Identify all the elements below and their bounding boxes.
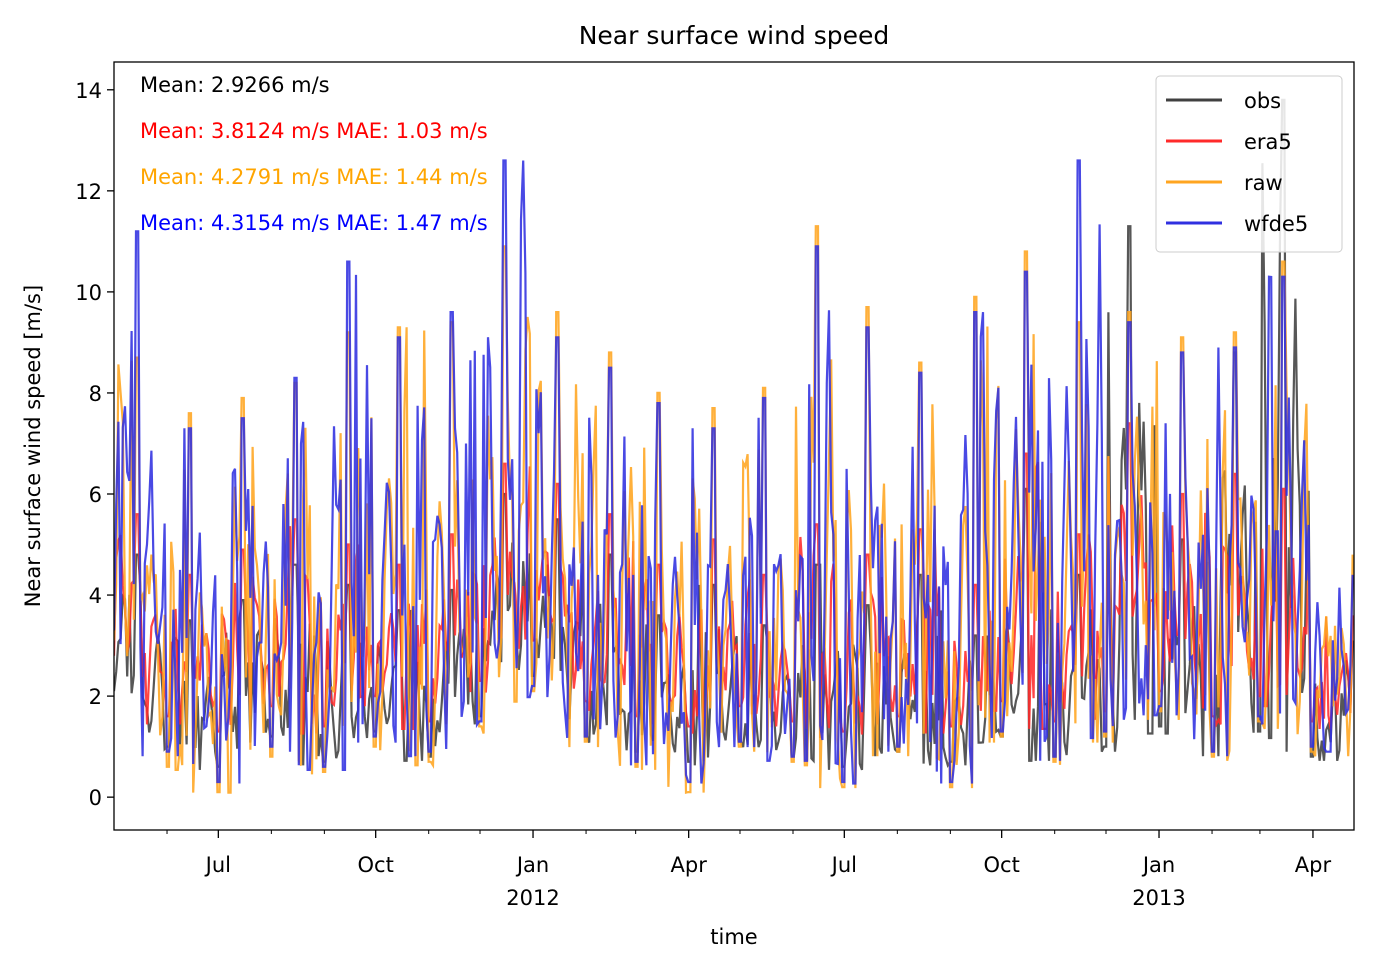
y-tick-label: 8 xyxy=(89,382,102,406)
y-tick-label: 6 xyxy=(89,483,102,507)
plot-frame xyxy=(113,61,1355,831)
x-tick-label: Jan xyxy=(1141,853,1175,877)
y-tick-label: 4 xyxy=(89,584,102,608)
stats-annotation: Mean: 3.8124 m/s MAE: 1.03 m/s xyxy=(140,119,488,143)
series-line-wfde5 xyxy=(114,159,1354,785)
x-tick-label: Apr xyxy=(671,853,708,877)
stats-annotation: Mean: 2.9266 m/s xyxy=(140,73,330,97)
x-tick-label: Jul xyxy=(204,853,231,877)
y-tick-label: 2 xyxy=(89,685,102,709)
x-tick-label: Jan xyxy=(515,853,549,877)
y-tick-label: 0 xyxy=(89,786,102,810)
x-tick-label: Apr xyxy=(1295,853,1332,877)
legend-label-obs: obs xyxy=(1244,89,1281,113)
legend: obs era5 raw wfde5 xyxy=(1155,75,1343,253)
y-tick-label: 12 xyxy=(75,180,102,204)
x-tick-label: Oct xyxy=(984,853,1020,877)
series-layer xyxy=(114,98,1354,794)
stats-annotation: Mean: 4.2791 m/s MAE: 1.44 m/s xyxy=(140,165,488,189)
chart-title: Near surface wind speed xyxy=(579,21,890,50)
legend-label-raw: raw xyxy=(1244,171,1283,195)
x-tick-label: Oct xyxy=(358,853,394,877)
y-tick-label: 14 xyxy=(75,79,102,103)
x-tick-label: Jul xyxy=(830,853,857,877)
stats-annotation: Mean: 4.3154 m/s MAE: 1.47 m/s xyxy=(140,211,488,235)
x-tick-year-label: 2012 xyxy=(506,886,559,910)
y-axis-label: Near surface wind speed [m/s] xyxy=(21,285,45,607)
legend-label-wfde5: wfde5 xyxy=(1244,212,1308,236)
y-tick-label: 10 xyxy=(75,281,102,305)
x-axis: Jul Oct Jan 2012 Apr Jul Oct Jan 2013 Apr xyxy=(166,830,1332,910)
x-tick-year-label: 2013 xyxy=(1132,886,1185,910)
legend-label-era5: era5 xyxy=(1244,130,1292,154)
legend-box xyxy=(1155,75,1343,253)
y-axis: 0 2 4 6 8 10 12 14 xyxy=(75,79,114,810)
x-axis-label: time xyxy=(710,925,757,949)
stats-annotations: Mean: 2.9266 m/s Mean: 3.8124 m/s MAE: 1.… xyxy=(140,73,488,235)
